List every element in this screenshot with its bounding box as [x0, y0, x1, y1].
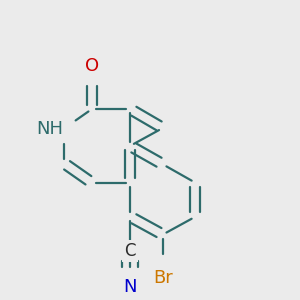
Text: Br: Br	[153, 268, 172, 286]
Text: N: N	[123, 278, 137, 296]
Text: NH: NH	[37, 120, 64, 138]
Text: O: O	[85, 57, 99, 75]
Text: C: C	[124, 242, 136, 260]
